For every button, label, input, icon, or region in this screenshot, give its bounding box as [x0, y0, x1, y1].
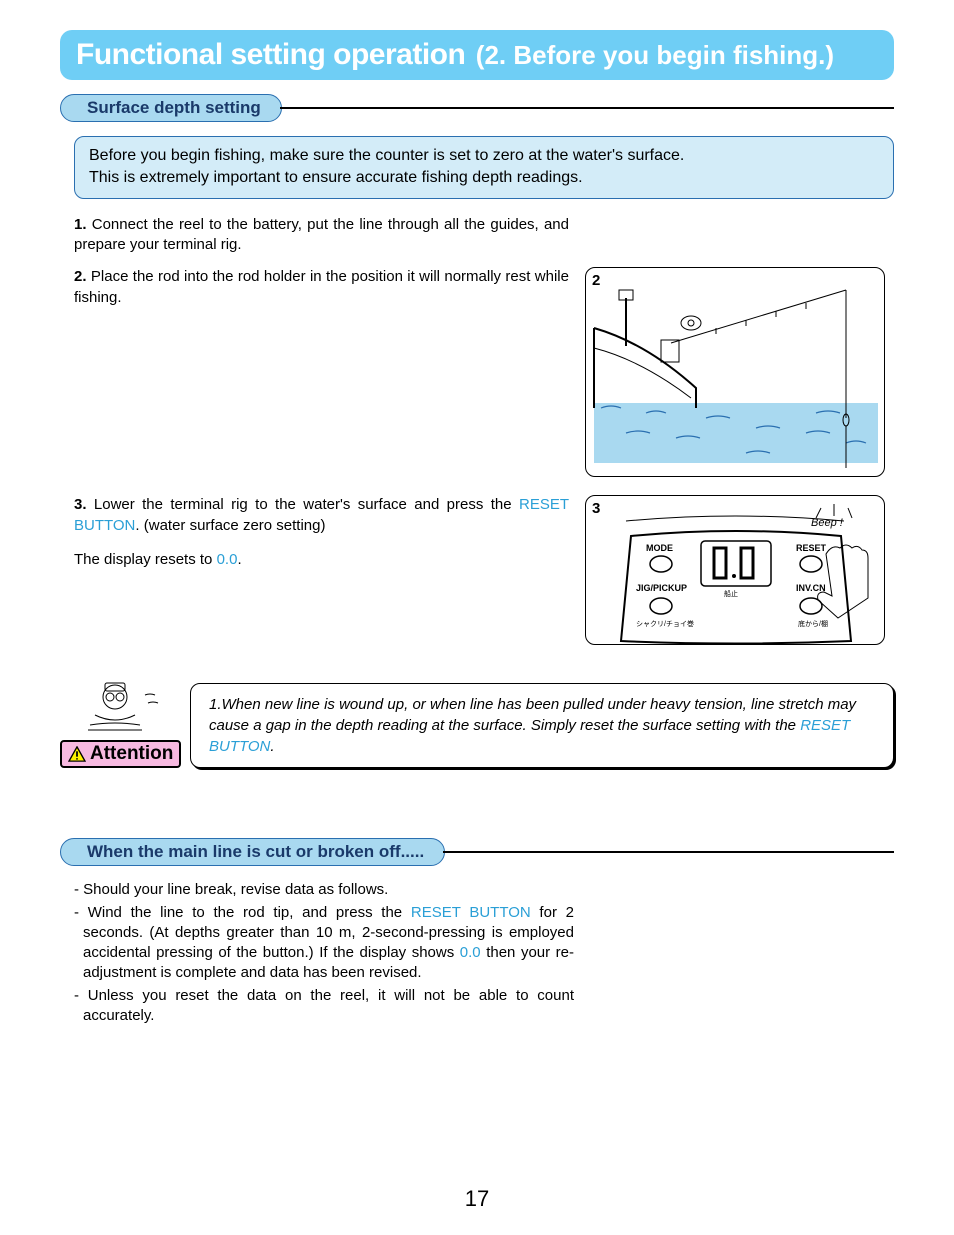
- bullet-3: - Unless you reset the data on the reel,…: [74, 986, 574, 1027]
- intro-box: Before you begin fishing, make sure the …: [74, 136, 894, 199]
- title-main: Functional setting operation: [76, 38, 465, 71]
- section-title-surface: Surface depth setting: [60, 94, 282, 122]
- figure-2-svg: [586, 268, 886, 478]
- svg-text:船止: 船止: [724, 589, 738, 598]
- figure-2-label: 2: [592, 272, 600, 289]
- step-3-b: . (water surface zero setting): [135, 517, 325, 534]
- step-1-body: Connect the reel to the battery, put the…: [74, 216, 569, 253]
- section-header-surface: Surface depth setting: [60, 94, 894, 122]
- figure-3: 3 Beep ! 船止 MODE: [585, 495, 885, 645]
- attention-box: 1.When new line is wound up, or when lin…: [190, 683, 894, 768]
- step-1: 1. Connect the reel to the battery, put …: [74, 215, 894, 256]
- title-banner: Functional setting operation (2. Before …: [60, 30, 894, 80]
- svg-text:Beep !: Beep !: [811, 517, 843, 529]
- bullet-2-val: 0.0: [460, 944, 481, 961]
- bullet-2-reset: RESET BUTTON: [411, 904, 531, 921]
- intro-line1: Before you begin fishing, make sure the …: [89, 145, 879, 167]
- svg-text:RESET: RESET: [796, 543, 827, 553]
- bullet-2: - Wind the line to the rod tip, and pres…: [74, 903, 574, 984]
- step-3-num: 3.: [74, 496, 87, 513]
- steps-list: 1. Connect the reel to the battery, put …: [74, 215, 894, 646]
- step-2-num: 2.: [74, 268, 87, 285]
- intro-line2: This is extremely important to ensure ac…: [89, 167, 879, 189]
- attention-character-icon: [60, 675, 180, 735]
- page-number: 17: [60, 1186, 894, 1212]
- warning-icon: [68, 746, 86, 762]
- attention-text: Attention: [90, 743, 173, 765]
- step-2-text: 2. Place the rod into the rod holder in …: [74, 267, 569, 308]
- section-rule: [280, 107, 894, 109]
- step-3-post-val: 0.0: [217, 551, 238, 568]
- step-1-num: 1.: [74, 216, 87, 233]
- step-2-body: Place the rod into the rod holder in the…: [74, 268, 569, 305]
- section-header-broken: When the main line is cut or broken off.…: [60, 838, 894, 866]
- step-3-post-b: .: [237, 551, 241, 568]
- svg-text:底から/棚: 底から/棚: [798, 619, 828, 628]
- svg-text:INV.CN: INV.CN: [796, 583, 826, 593]
- step-3-a: Lower the terminal rig to the water's su…: [87, 496, 519, 513]
- figure-3-label: 3: [592, 500, 600, 517]
- svg-text:シャクリ/チョイ巻: シャクリ/チョイ巻: [636, 619, 694, 628]
- bullet-1: - Should your line break, revise data as…: [74, 880, 574, 900]
- section-line-broken: When the main line is cut or broken off.…: [60, 838, 894, 1026]
- figure-3-svg: Beep ! 船止 MODE JIG/PICKUP シャクリ/チョイ巻 RESE…: [586, 496, 886, 646]
- section-rule-2: [443, 851, 894, 853]
- figure-2: 2: [585, 267, 885, 477]
- bullets-broken: - Should your line break, revise data as…: [74, 880, 574, 1026]
- step-3-post-a: The display resets to: [74, 551, 217, 568]
- title-sub: (2. Before you begin fishing.): [476, 40, 834, 70]
- section-title-broken: When the main line is cut or broken off.…: [60, 838, 445, 866]
- attention-body-a: 1.When new line is wound up, or when lin…: [209, 696, 856, 734]
- attention-left: Attention: [60, 675, 180, 768]
- step-3: 3. Lower the terminal rig to the water's…: [74, 495, 894, 645]
- step-3-text: 3. Lower the terminal rig to the water's…: [74, 495, 569, 570]
- bullet-2a: - Wind the line to the rod tip, and pres…: [74, 904, 411, 921]
- step-2: 2. Place the rod into the rod holder in …: [74, 267, 894, 477]
- attention-body-b: .: [270, 738, 274, 755]
- svg-text:MODE: MODE: [646, 543, 673, 553]
- attention-label: Attention: [60, 740, 181, 768]
- step-1-text: 1. Connect the reel to the battery, put …: [74, 215, 569, 256]
- svg-text:JIG/PICKUP: JIG/PICKUP: [636, 583, 687, 593]
- attention-block: Attention 1.When new line is wound up, o…: [60, 675, 894, 768]
